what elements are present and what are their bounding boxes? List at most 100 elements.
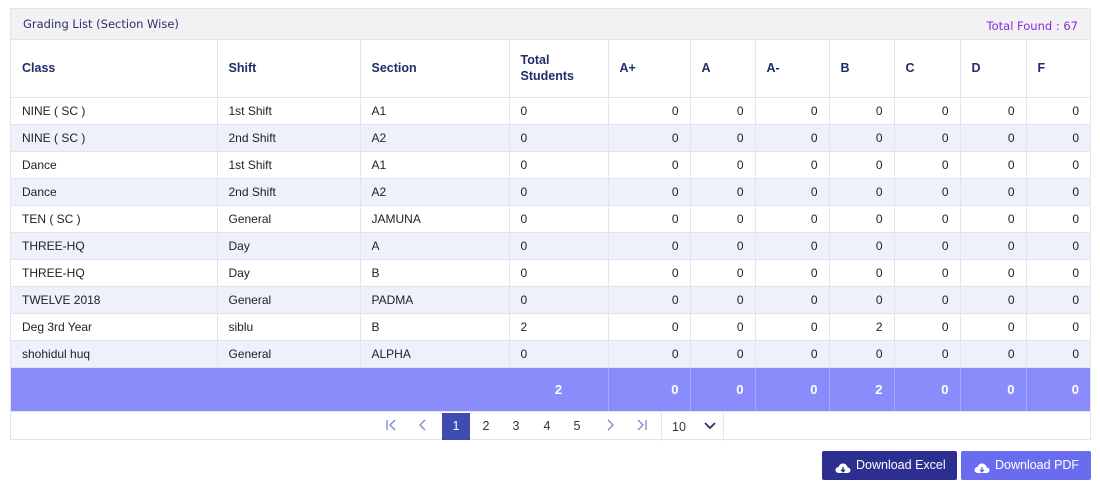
chevron-down-icon [704, 420, 716, 434]
column-header: A- [755, 40, 830, 98]
table-row: TWELVE 2018 General PADMA 0 0 0 0 0 0 0 0 [11, 286, 1090, 314]
table-cell: 0 [894, 178, 961, 206]
table-cell: 0 [894, 286, 961, 314]
table-cell: 0 [894, 205, 961, 233]
total-cell: 2 [829, 367, 895, 411]
page-size-select[interactable]: 10 [661, 412, 724, 441]
table-cell: 0 [690, 340, 756, 368]
table-cell: 0 [894, 151, 961, 179]
table-cell: Dance [11, 178, 218, 206]
table-cell: 0 [1026, 286, 1090, 314]
table-cell: 0 [509, 97, 609, 125]
column-header: D [960, 40, 1027, 98]
table-cell: 0 [755, 178, 830, 206]
column-header: Section [360, 40, 510, 98]
table-cell: 0 [960, 205, 1027, 233]
total-cell: 0 [960, 367, 1027, 411]
grading-list-panel: Grading List (Section Wise) Total Found … [10, 8, 1091, 441]
table-cell: 0 [755, 124, 830, 152]
table-cell: 0 [960, 124, 1027, 152]
table-cell: THREE-HQ [11, 259, 218, 287]
table-cell: 0 [894, 232, 961, 260]
table-cell: 0 [1026, 178, 1090, 206]
table-cell: TWELVE 2018 [11, 286, 218, 314]
table-cell: 0 [690, 259, 756, 287]
page-button[interactable]: 4 [543, 419, 551, 433]
table-cell: ALPHA [360, 340, 510, 368]
table-cell: 0 [608, 97, 691, 125]
table-cell: 2 [829, 313, 895, 341]
download-pdf-label: Download PDF [995, 458, 1080, 472]
table-cell: 0 [608, 151, 691, 179]
table-cell: 0 [755, 97, 830, 125]
last-page-icon[interactable] [627, 413, 655, 440]
table-row: Dance 1st Shift A1 0 0 0 0 0 0 0 0 [11, 151, 1090, 179]
table-cell: 0 [755, 259, 830, 287]
table-cell: 0 [894, 313, 961, 341]
table-cell: JAMUNA [360, 205, 510, 233]
table-cell: 0 [960, 232, 1027, 260]
table-cell: B [360, 313, 510, 341]
prev-page-icon[interactable] [409, 413, 437, 440]
download-excel-button[interactable]: Download Excel [822, 451, 957, 480]
table-cell: 0 [509, 124, 609, 152]
table-cell: 0 [608, 286, 691, 314]
page-button[interactable]: 2 [482, 419, 490, 433]
table-cell: A1 [360, 151, 510, 179]
download-pdf-button[interactable]: Download PDF [961, 451, 1091, 480]
table-cell: 0 [755, 205, 830, 233]
table-cell: 0 [509, 205, 609, 233]
cloud-download-icon [835, 458, 851, 487]
table-cell: 0 [690, 205, 756, 233]
total-cell: 2 [509, 367, 609, 411]
table-cell: 0 [960, 259, 1027, 287]
table-cell: 0 [509, 259, 609, 287]
table-cell: 0 [690, 124, 756, 152]
column-header: F [1026, 40, 1090, 98]
table-cell: 1st Shift [217, 97, 361, 125]
table-cell: 0 [1026, 313, 1090, 341]
table-cell: Day [217, 259, 361, 287]
table-cell: General [217, 340, 361, 368]
table-cell: 0 [608, 178, 691, 206]
column-header: A+ [608, 40, 691, 98]
table-cell: 0 [1026, 97, 1090, 125]
column-header: A [690, 40, 756, 98]
table-cell: 0 [509, 286, 609, 314]
total-cell: 0 [690, 367, 756, 411]
table-cell: 1st Shift [217, 151, 361, 179]
table-cell: 0 [509, 232, 609, 260]
table-cell: 0 [690, 97, 756, 125]
table-cell: 0 [960, 178, 1027, 206]
table-cell: A2 [360, 178, 510, 206]
page-button[interactable]: 1 [442, 413, 470, 440]
page-button[interactable]: 5 [573, 419, 581, 433]
table-cell: 0 [755, 340, 830, 368]
table-cell: Day [217, 232, 361, 260]
table-cell: 0 [608, 259, 691, 287]
table-cell: 0 [1026, 340, 1090, 368]
table-cell: Dance [11, 151, 218, 179]
panel-header: Grading List (Section Wise) Total Found … [11, 9, 1090, 40]
page-size-value: 10 [672, 420, 686, 434]
table-cell: 0 [894, 97, 961, 125]
cloud-download-icon [974, 458, 990, 487]
table-cell: 0 [829, 286, 895, 314]
total-found-count: Total Found : 67 [986, 19, 1078, 33]
panel-title: Grading List (Section Wise) [23, 17, 179, 31]
next-page-icon[interactable] [596, 413, 624, 440]
first-page-icon[interactable] [378, 413, 406, 440]
total-cell: 0 [755, 367, 830, 411]
table-cell: 0 [509, 340, 609, 368]
table-cell: 0 [690, 313, 756, 341]
page-button[interactable]: 3 [512, 419, 520, 433]
table-cell: 0 [960, 313, 1027, 341]
table-cell: General [217, 205, 361, 233]
table-cell: 0 [1026, 259, 1090, 287]
table-cell: 0 [690, 178, 756, 206]
table-cell: 0 [1026, 124, 1090, 152]
table-cell: 0 [1026, 151, 1090, 179]
table-cell: 0 [829, 205, 895, 233]
